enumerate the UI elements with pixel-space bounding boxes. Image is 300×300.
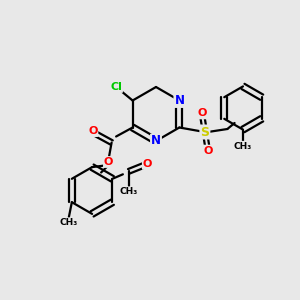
Text: O: O [88, 126, 98, 136]
Text: N: N [151, 134, 161, 148]
Text: O: O [203, 146, 213, 156]
Text: Cl: Cl [110, 82, 122, 92]
Text: S: S [200, 125, 209, 139]
Text: O: O [197, 108, 207, 118]
Text: O: O [143, 159, 152, 169]
Text: O: O [104, 157, 113, 167]
Text: N: N [174, 94, 184, 107]
Text: CH₃: CH₃ [60, 218, 78, 227]
Text: CH₃: CH₃ [120, 187, 138, 196]
Text: CH₃: CH₃ [234, 142, 252, 151]
